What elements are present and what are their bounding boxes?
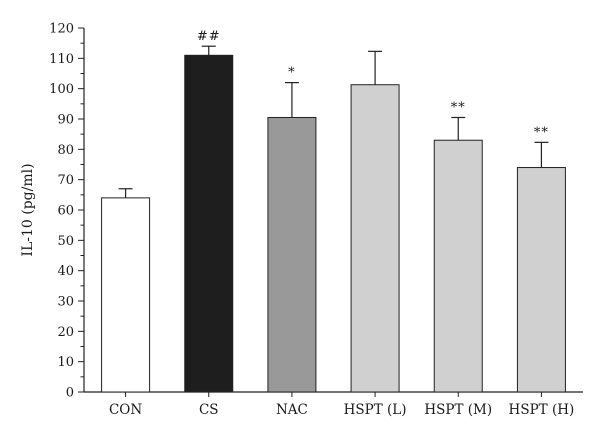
category-label: HSPT (M): [424, 402, 492, 418]
category-label: CS: [199, 402, 219, 418]
y-tick-label: 0: [66, 386, 74, 401]
y-tick-label: 90: [57, 113, 74, 128]
x-axis: [84, 391, 583, 397]
category-label: HSPT (L): [344, 402, 407, 418]
error-bars: [118, 45, 549, 198]
significance-mark: ##: [197, 29, 221, 44]
y-tick-label: 100: [49, 82, 74, 97]
y-tick-label: 60: [57, 204, 74, 219]
y-tick-label: 50: [57, 234, 74, 249]
y-tick-label: 70: [57, 173, 74, 188]
bar: [350, 84, 400, 393]
bar: [516, 167, 566, 393]
category-label: NAC: [276, 402, 308, 418]
category-labels: CON CS NAC HSPT (L) HSPT (M) HSPT (H): [109, 402, 574, 418]
bar: [184, 54, 234, 393]
significance-mark: **: [534, 125, 549, 140]
significance-mark: **: [451, 100, 466, 115]
y-tick-label: 30: [57, 295, 74, 310]
y-tick-label: 110: [49, 52, 74, 67]
bar: [433, 139, 483, 393]
y-axis: 0 10 20 30 40 50 60 70 80 90 100 110 120: [49, 22, 85, 401]
y-tick-label: 40: [57, 264, 74, 279]
y-axis-title: IL-10 (pg/ml): [20, 163, 36, 256]
y-tick-label: 20: [57, 325, 74, 340]
significance-mark: *: [288, 66, 296, 81]
bar: [267, 116, 317, 393]
bars: [101, 54, 566, 393]
y-tick-label: 10: [57, 355, 74, 370]
category-label: HSPT (H): [509, 402, 575, 418]
category-label: CON: [109, 402, 142, 418]
significance-annotations: ##*****: [197, 29, 549, 140]
y-tick-label: 120: [49, 22, 74, 37]
y-tick-label: 80: [57, 143, 74, 158]
bar: [101, 197, 151, 393]
